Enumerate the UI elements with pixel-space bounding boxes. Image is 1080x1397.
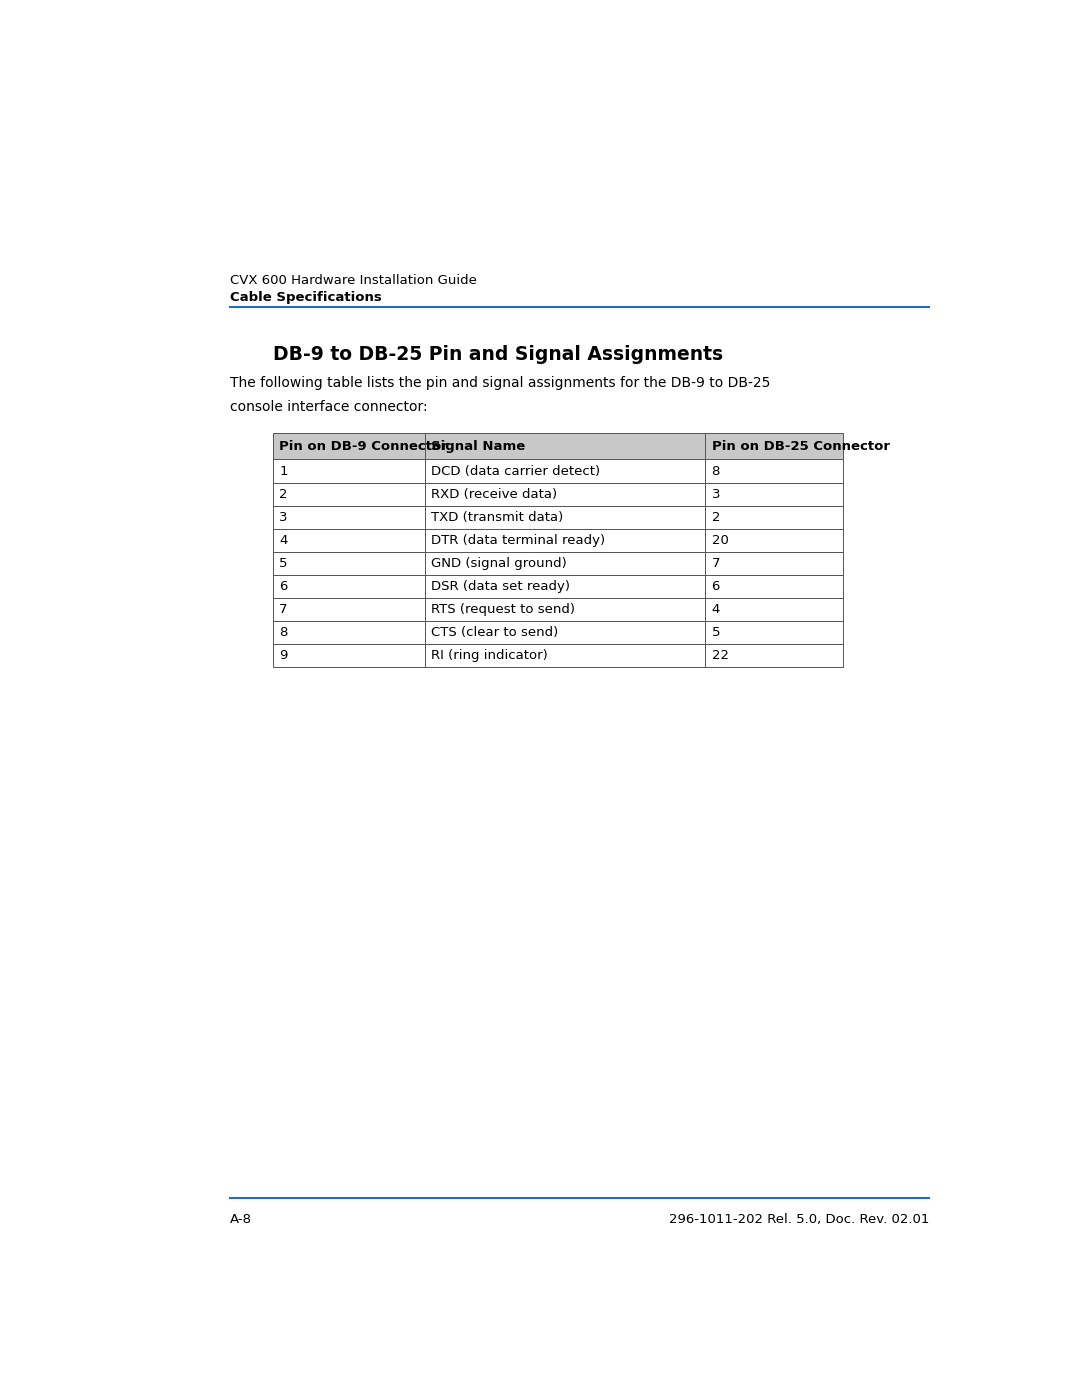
Bar (273, 460, 424, 482)
Bar (424, 529, 705, 552)
Bar (705, 529, 843, 552)
Text: 3: 3 (712, 488, 720, 500)
Text: 4: 4 (712, 604, 720, 616)
Text: 3: 3 (279, 511, 287, 524)
Bar (424, 482, 705, 506)
Bar (273, 552, 424, 576)
Text: 1: 1 (279, 465, 287, 478)
Text: DCD (data carrier detect): DCD (data carrier detect) (431, 465, 600, 478)
Bar (424, 576, 705, 598)
Text: 20: 20 (712, 534, 729, 546)
Bar (705, 482, 843, 506)
Text: 4: 4 (279, 534, 287, 546)
Bar (273, 622, 424, 644)
Text: 5: 5 (712, 626, 720, 640)
Text: Pin on DB-25 Connector: Pin on DB-25 Connector (712, 440, 890, 453)
Text: Pin on DB-9 Connector: Pin on DB-9 Connector (279, 440, 448, 453)
Bar (705, 433, 843, 460)
Text: The following table lists the pin and signal assignments for the DB-9 to DB-25: The following table lists the pin and si… (230, 376, 771, 390)
Bar (273, 506, 424, 529)
Text: 7: 7 (279, 604, 287, 616)
Bar (273, 644, 424, 668)
Text: 8: 8 (712, 465, 720, 478)
Text: 5: 5 (279, 557, 287, 570)
Bar (424, 622, 705, 644)
Bar (705, 598, 843, 622)
Text: 2: 2 (279, 488, 287, 500)
Bar (705, 644, 843, 668)
Bar (424, 552, 705, 576)
Bar (273, 529, 424, 552)
Bar (705, 622, 843, 644)
Text: CTS (clear to send): CTS (clear to send) (431, 626, 558, 640)
Text: 2: 2 (712, 511, 720, 524)
Bar (273, 576, 424, 598)
Text: console interface connector:: console interface connector: (230, 400, 428, 414)
Bar (424, 433, 705, 460)
Text: CVX 600 Hardware Installation Guide: CVX 600 Hardware Installation Guide (230, 274, 477, 286)
Text: RXD (receive data): RXD (receive data) (431, 488, 557, 500)
Text: Cable Specifications: Cable Specifications (230, 291, 382, 303)
Bar (424, 460, 705, 482)
Text: 8: 8 (279, 626, 287, 640)
Text: Signal Name: Signal Name (431, 440, 525, 453)
Text: 296-1011-202 Rel. 5.0, Doc. Rev. 02.01: 296-1011-202 Rel. 5.0, Doc. Rev. 02.01 (669, 1214, 930, 1227)
Text: DSR (data set ready): DSR (data set ready) (431, 580, 570, 592)
Bar (273, 482, 424, 506)
Text: RTS (request to send): RTS (request to send) (431, 604, 575, 616)
Text: GND (signal ground): GND (signal ground) (431, 557, 567, 570)
Bar (424, 506, 705, 529)
Bar (705, 506, 843, 529)
Bar (705, 460, 843, 482)
Text: 7: 7 (712, 557, 720, 570)
Text: DTR (data terminal ready): DTR (data terminal ready) (431, 534, 605, 546)
Text: DB-9 to DB-25 Pin and Signal Assignments: DB-9 to DB-25 Pin and Signal Assignments (273, 345, 724, 363)
Text: A-8: A-8 (230, 1214, 253, 1227)
Text: 22: 22 (712, 650, 729, 662)
Bar (273, 433, 424, 460)
Bar (705, 576, 843, 598)
Text: 6: 6 (279, 580, 287, 592)
Text: 9: 9 (279, 650, 287, 662)
Text: 6: 6 (712, 580, 720, 592)
Bar (424, 598, 705, 622)
Text: RI (ring indicator): RI (ring indicator) (431, 650, 548, 662)
Text: TXD (transmit data): TXD (transmit data) (431, 511, 564, 524)
Bar (273, 598, 424, 622)
Bar (705, 552, 843, 576)
Bar (424, 644, 705, 668)
